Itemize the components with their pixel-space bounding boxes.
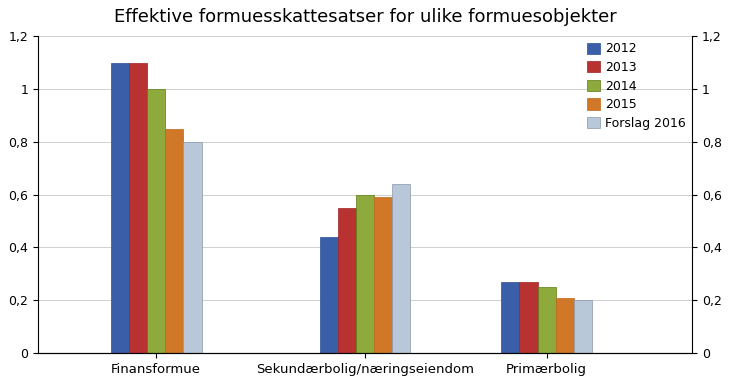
Legend: 2012, 2013, 2014, 2015, Forslag 2016: 2012, 2013, 2014, 2015, Forslag 2016: [588, 43, 685, 130]
Bar: [574, 300, 592, 353]
Bar: [374, 197, 392, 353]
Bar: [147, 89, 165, 353]
Bar: [338, 208, 356, 353]
Bar: [356, 195, 374, 353]
Bar: [392, 184, 410, 353]
Bar: [111, 63, 129, 353]
Bar: [519, 282, 537, 353]
Bar: [320, 237, 338, 353]
Bar: [183, 142, 201, 353]
Bar: [556, 298, 574, 353]
Bar: [129, 63, 147, 353]
Title: Effektive formuesskattesatser for ulike formuesobjekter: Effektive formuesskattesatser for ulike …: [114, 8, 616, 26]
Bar: [502, 282, 519, 353]
Bar: [165, 129, 183, 353]
Bar: [537, 287, 556, 353]
